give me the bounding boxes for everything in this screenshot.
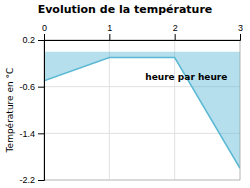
axis-line	[38, 41, 45, 181]
plot-area	[44, 52, 240, 169]
tick: 3	[238, 23, 243, 40]
grid	[44, 40, 240, 180]
tick: 0	[42, 23, 47, 40]
grid-line	[109, 40, 110, 180]
tick-label: -1.4	[19, 129, 35, 139]
axis-line	[45, 34, 241, 41]
tick-label: 0.2	[22, 35, 35, 45]
chart: 0 1 2 3 0.2 -0.6 -1.4 -2.2 Evolution de la tempé…	[0, 0, 250, 188]
tick: 0.2	[22, 35, 44, 45]
tick-label: -0.6	[19, 82, 35, 92]
grid-line	[174, 40, 175, 180]
line	[44, 58, 240, 169]
tick: -1.4	[19, 129, 44, 139]
grid-line	[44, 133, 240, 134]
tick-mark	[175, 34, 176, 40]
tick-label: -2.2	[19, 175, 35, 185]
tick-mark	[38, 40, 44, 41]
area	[44, 52, 240, 169]
annotation: heure par heure	[145, 72, 227, 82]
y-axis-title: Température en °C	[5, 68, 15, 154]
x-axis: 0 1 2 3	[42, 23, 243, 41]
tick-mark	[44, 34, 45, 40]
tick: -0.6	[19, 82, 44, 92]
tick: -2.2	[19, 175, 44, 185]
tick-mark	[38, 87, 44, 88]
plot-frame	[44, 40, 240, 180]
tick: 2	[173, 23, 178, 40]
title: Evolution de la température	[38, 3, 213, 16]
tick-label: 3	[238, 23, 243, 33]
y-axis: 0.2 -0.6 -1.4 -2.2	[19, 35, 44, 185]
tick: 1	[107, 23, 112, 40]
tick-label: 1	[107, 23, 112, 33]
tick-mark	[38, 180, 44, 181]
tick-mark	[240, 34, 241, 40]
tick-mark	[109, 34, 110, 40]
tick-mark	[38, 133, 44, 134]
tick-label: 2	[173, 23, 178, 33]
tick-label: 0	[42, 23, 47, 33]
